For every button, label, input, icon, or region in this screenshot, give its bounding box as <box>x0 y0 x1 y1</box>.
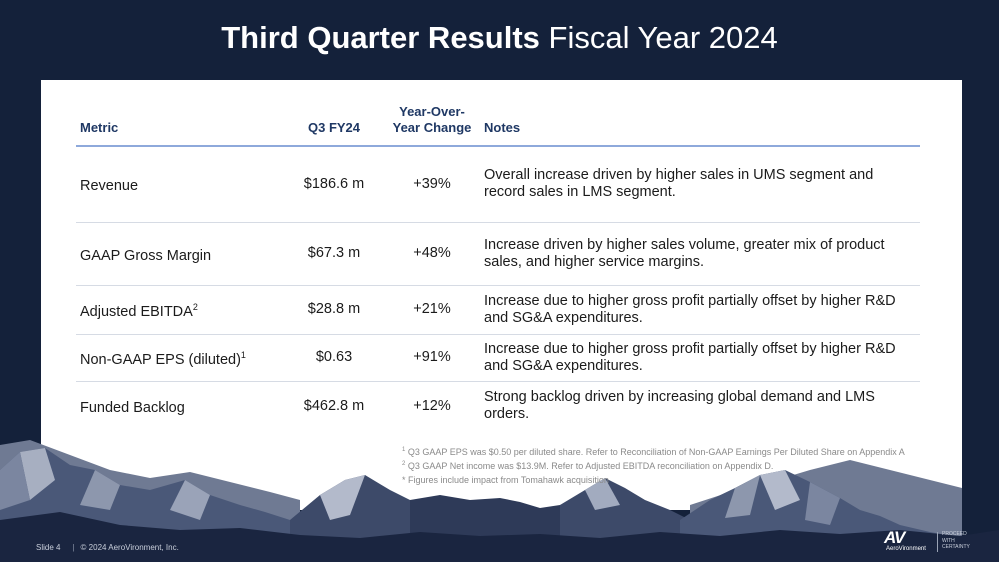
table-row: GAAP Gross Margin $67.3 m +48% Increase … <box>76 222 920 286</box>
footnotes: 1 Q3 GAAP EPS was $0.50 per diluted shar… <box>402 444 962 486</box>
metric-footnote-ref: 1 <box>240 349 246 360</box>
table-row: Funded Backlog $462.8 m +12% Strong back… <box>76 381 920 431</box>
metric-name: Funded Backlog <box>80 400 185 417</box>
metric-cell: Adjusted EBITDA2 <box>76 285 284 335</box>
company-logo: AV AeroVironment PROCEED WITH CERTAINTY <box>884 529 984 555</box>
q3-value-cell: $28.8 m <box>284 285 384 335</box>
notes-line-1: Increase due to higher gross profit part… <box>484 340 896 357</box>
footnote-text: Q3 GAAP EPS was $0.50 per diluted share.… <box>405 447 905 457</box>
mountain-right-facet-1 <box>760 470 800 510</box>
slide-number: Slide 4 <box>36 543 61 552</box>
results-table: Metric Q3 FY24 Year-Over- Year Change No… <box>76 96 920 431</box>
logo-tagline: PROCEED WITH CERTAINTY <box>942 531 970 551</box>
logo-tagline-3: CERTAINTY <box>942 544 970 550</box>
metric-cell: Non-GAAP EPS (diluted)1 <box>76 334 284 382</box>
footnote-marker: 1 <box>402 447 406 453</box>
notes-line-2: and SG&A expenditures. <box>484 357 643 374</box>
metric-name: Non-GAAP EPS (diluted) <box>80 351 241 368</box>
q3-value-cell: $67.3 m <box>284 222 384 286</box>
metric-name: Adjusted EBITDA <box>80 303 193 320</box>
mountain-left-facet-1 <box>20 448 55 500</box>
notes-line-1: Strong backlog driven by increasing glob… <box>484 389 875 406</box>
slide-footer: Slide 4 | © 2024 AeroVironment, Inc. <box>36 543 179 552</box>
metric-footnote-ref: 2 <box>192 301 198 312</box>
q3-value-cell: $0.63 <box>284 334 384 382</box>
header-notes: Notes <box>480 96 920 147</box>
logo-mark: AV <box>884 528 905 547</box>
notes-cell: Overall increase driven by higher sales … <box>480 146 920 223</box>
table-row: Revenue $186.6 m +39% Overall increase d… <box>76 146 920 223</box>
footnote-3: * Figures include impact from Tomahawk a… <box>402 472 962 486</box>
notes-line-2: record sales in LMS segment. <box>484 184 676 201</box>
metric-cell: Revenue <box>76 146 284 223</box>
table-row: Non-GAAP EPS (diluted)1 $0.63 +91% Incre… <box>76 334 920 382</box>
mountain-left-facet-4 <box>0 452 30 510</box>
metric-cell: Funded Backlog <box>76 381 284 431</box>
copyright: © 2024 AeroVironment, Inc. <box>80 543 179 552</box>
notes-line-2: sales, and higher service margins. <box>484 253 705 270</box>
yoy-change-cell: +12% <box>413 397 451 414</box>
footnote-text: * Figures include impact from Tomahawk a… <box>402 475 609 485</box>
metric-name: Revenue <box>80 178 139 195</box>
mountain-right-facet-2 <box>725 475 760 518</box>
metric-cell: GAAP Gross Margin <box>76 222 284 286</box>
metric-name: GAAP Gross Margin <box>80 247 212 264</box>
mountain-left-facet-2 <box>80 470 120 510</box>
notes-line-1: Overall increase driven by higher sales … <box>484 167 874 184</box>
footnote-2: 2 Q3 GAAP Net income was $13.9M. Refer t… <box>402 458 962 472</box>
notes-line-2: and SG&A expenditures. <box>484 309 643 326</box>
yoy-change-cell: +48% <box>384 222 480 286</box>
footnote-marker: 2 <box>402 461 406 467</box>
slide-title: Third Quarter Results Fiscal Year 2024 <box>0 18 999 58</box>
logo-tagline-2: WITH <box>942 537 955 544</box>
slide-title-bold: Third Quarter Results <box>221 20 540 55</box>
table-header-row: Metric Q3 FY24 Year-Over- Year Change No… <box>76 96 920 147</box>
q3-value-cell: $186.6 m <box>284 146 384 223</box>
q3-value-cell: $462.8 m <box>303 397 365 414</box>
logo-tagline-1: PROCEED <box>942 531 967 537</box>
table-row: Adjusted EBITDA2 $28.8 m +21% Increase d… <box>76 285 920 335</box>
mountain-center-left-facet <box>320 475 365 520</box>
notes-line-2: orders. <box>484 406 530 423</box>
footer-separator: | <box>72 543 75 552</box>
yoy-change-cell: +39% <box>384 146 480 223</box>
notes-cell: Increase due to higher gross profit part… <box>480 285 920 335</box>
mountain-center-right-facet <box>585 478 620 510</box>
logo-wordmark: AeroVironment <box>886 546 926 552</box>
header-yoy-line1: Year-Over- <box>399 104 465 119</box>
notes-line-1: Increase due to higher gross profit part… <box>484 292 896 309</box>
notes-cell: Increase due to higher gross profit part… <box>480 334 920 382</box>
yoy-change-cell: +21% <box>384 285 480 335</box>
logo-divider <box>937 532 938 552</box>
header-q3-fy24: Q3 FY24 <box>284 96 384 147</box>
header-metric: Metric <box>76 96 284 147</box>
footnote-text: Q3 GAAP Net income was $13.9M. Refer to … <box>405 461 774 471</box>
footnote-1: 1 Q3 GAAP EPS was $0.50 per diluted shar… <box>402 444 962 458</box>
foreground-ridge <box>0 512 999 562</box>
notes-cell: Increase driven by higher sales volume, … <box>480 222 920 286</box>
header-yoy-line2: Year Change <box>392 120 472 135</box>
mountain-right-facet-3 <box>805 482 840 525</box>
yoy-change-cell: +91% <box>384 334 480 382</box>
slide-title-normal: Fiscal Year 2024 <box>539 20 778 55</box>
header-yoy-change: Year-Over- Year Change <box>384 96 480 147</box>
mountain-left-facet-3 <box>170 480 210 520</box>
notes-cell: Strong backlog driven by increasing glob… <box>480 381 920 431</box>
notes-line-1: Increase driven by higher sales volume, … <box>484 236 885 253</box>
